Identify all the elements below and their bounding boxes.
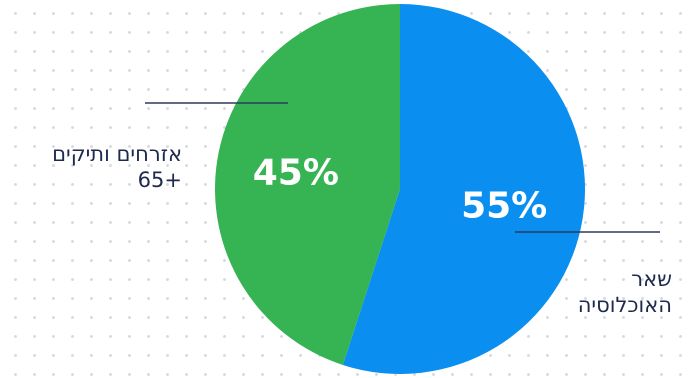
slice-rest-population <box>342 4 585 374</box>
label-seniors-line2: 65+ <box>137 168 182 192</box>
pie-value-labels: 55% 45% <box>253 153 547 227</box>
slice-seniors <box>214 4 400 365</box>
label-rest-line1: שאר <box>631 267 672 291</box>
label-rest-line2: האוכלוסיה <box>577 293 672 317</box>
label-seniors: אזרחים ותיקים 65+ <box>52 141 182 193</box>
label-seniors-line1: אזרחים ותיקים <box>52 142 182 166</box>
label-rest-population: שאר האוכלוסיה <box>578 266 672 318</box>
pie-slices <box>214 4 585 374</box>
slice-seniors-value-label: 45% <box>253 153 339 194</box>
slice-rest-population-value-label: 55% <box>461 185 547 226</box>
